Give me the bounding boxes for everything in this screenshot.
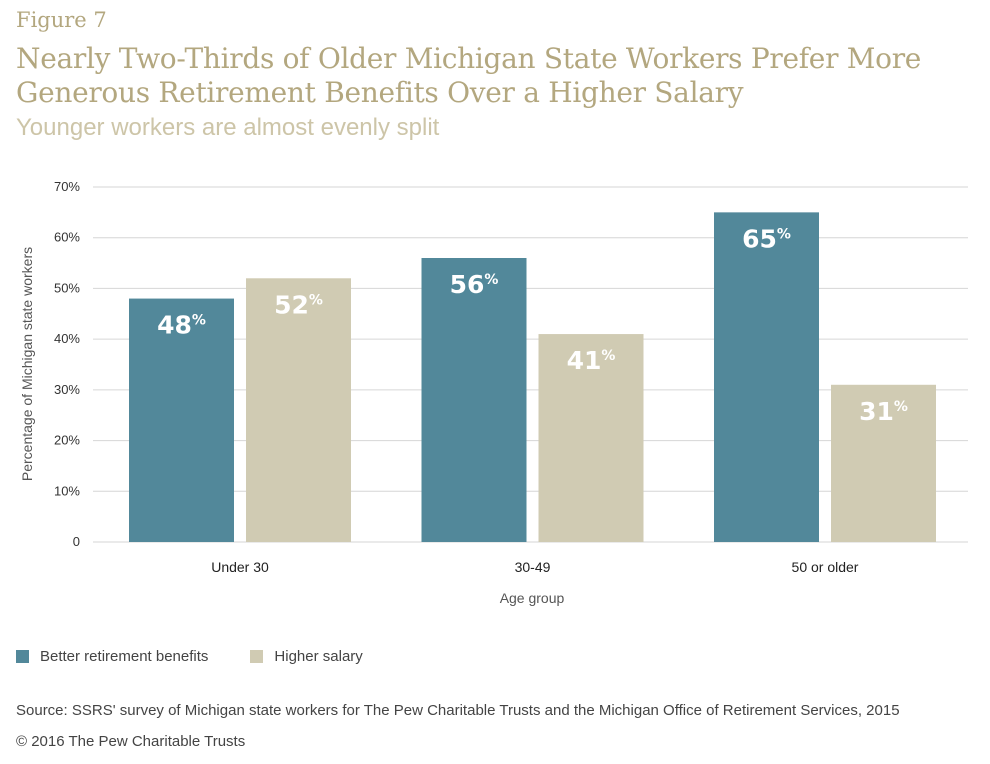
bar-value-label: 56%	[450, 270, 499, 299]
x-axis-title: Age group	[500, 590, 565, 606]
bar-value-labels: 48% 52% 56% 41% 65% 31%	[157, 224, 908, 425]
legend-label-retirement: Better retirement benefits	[40, 648, 209, 665]
gridlines	[93, 186, 968, 543]
bar-value-label: 31%	[859, 397, 908, 426]
bar	[129, 298, 234, 542]
bar	[421, 258, 527, 542]
bar-value-label: 48%	[157, 311, 206, 340]
bars	[129, 212, 936, 542]
legend-item-retirement: Better retirement benefits	[16, 648, 208, 665]
copyright-note: © 2016 The Pew Charitable Trusts	[16, 733, 246, 750]
bar	[538, 334, 644, 542]
x-axis-ticks: Under 30 30-49 50 or older	[211, 559, 859, 575]
legend-swatch-salary	[250, 650, 264, 663]
x-tick-label: 30-49	[515, 559, 551, 575]
x-tick-label: 50 or older	[792, 559, 859, 575]
bar-value-label: 65%	[742, 224, 791, 253]
legend-label-salary: Higher salary	[274, 648, 363, 665]
y-tick-label: 20%	[54, 433, 80, 448]
y-tick-label: 40%	[54, 331, 80, 346]
bar	[246, 278, 351, 542]
legend-item-salary: Higher salary	[250, 648, 363, 665]
y-tick-label: 10%	[54, 483, 80, 498]
bar-value-label: 52%	[274, 290, 323, 319]
x-tick-label: Under 30	[211, 559, 269, 575]
bar-chart: 0 10% 20% 30% 40% 50% 60% 70% 48% 52% 56% 41% 65% 31…	[19, 179, 968, 606]
bar	[714, 212, 819, 542]
chart-subtitle: Younger workers are almost evenly split	[16, 114, 440, 141]
y-tick-label: 30%	[54, 382, 80, 397]
bar	[831, 384, 936, 542]
y-tick-label: 0	[73, 534, 80, 549]
y-axis-ticks: 0 10% 20% 30% 40% 50% 60% 70%	[54, 179, 80, 549]
legend: Better retirement benefits Higher salary	[16, 648, 405, 665]
figure-label: Figure 7	[16, 8, 107, 32]
source-note: Source: SSRS' survey of Michigan state w…	[16, 702, 900, 719]
y-tick-label: 70%	[54, 179, 80, 194]
y-tick-label: 60%	[54, 230, 80, 245]
legend-swatch-retirement	[16, 650, 29, 663]
y-axis-title: Percentage of Michigan state workers	[19, 247, 35, 481]
y-tick-label: 50%	[54, 280, 80, 295]
bar-value-label: 41%	[567, 346, 616, 375]
chart-title: Nearly Two-Thirds of Older Michigan Stat…	[16, 42, 922, 109]
